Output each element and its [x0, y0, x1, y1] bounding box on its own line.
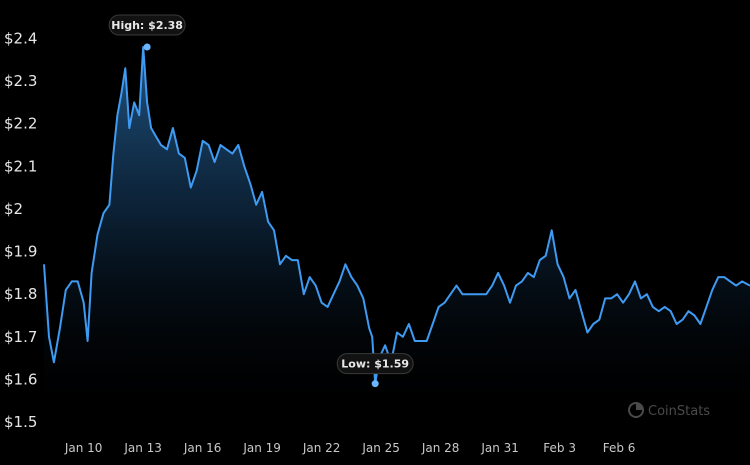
low-marker: Low: $1.59 [336, 353, 414, 388]
x-tick-label: Jan 16 [183, 441, 222, 455]
x-axis: Jan 10 Jan 13 Jan 16 Jan 19 Jan 22 Jan 25 Jan … [64, 441, 636, 455]
y-axis: $2.4 $2.3 $2.2 $2.1 $2 $1.9 $1.8 $1.7 $1.6 $1.5 [4, 30, 37, 432]
y-tick-label: $2.4 [4, 30, 37, 48]
x-tick-label: Jan 25 [361, 441, 400, 455]
watermark-text: CoinStats [648, 404, 710, 419]
y-tick-label: $1.6 [4, 370, 37, 388]
x-tick-label: Feb 3 [543, 441, 576, 455]
x-tick-label: Jan 31 [480, 441, 519, 455]
low-point [371, 380, 379, 388]
high-point [143, 43, 151, 51]
x-tick-label: Feb 6 [603, 441, 636, 455]
coinstats-watermark: CoinStats [628, 402, 710, 419]
high-label: High: $2.38 [111, 19, 183, 32]
x-tick-label: Jan 28 [421, 441, 460, 455]
y-tick-label: $1.9 [4, 243, 37, 261]
y-tick-label: $1.5 [4, 413, 37, 431]
x-tick-label: Jan 22 [302, 441, 341, 455]
y-tick-label: $2.1 [4, 157, 37, 175]
price-area [44, 47, 750, 422]
low-label: Low: $1.59 [341, 358, 409, 371]
low-label-box [336, 353, 414, 375]
x-tick-label: Jan 10 [64, 441, 103, 455]
high-label-box [108, 14, 186, 36]
y-tick-label: $1.8 [4, 285, 37, 303]
y-tick-label: $1.7 [4, 328, 37, 346]
x-tick-label: Jan 13 [123, 441, 162, 455]
high-marker: High: $2.38 [108, 14, 186, 51]
y-tick-label: $2.2 [4, 115, 37, 133]
y-tick-label: $2 [4, 200, 23, 218]
coinstats-logo-icon [628, 402, 644, 418]
y-tick-label: $2.3 [4, 72, 37, 90]
x-tick-label: Jan 19 [242, 441, 281, 455]
